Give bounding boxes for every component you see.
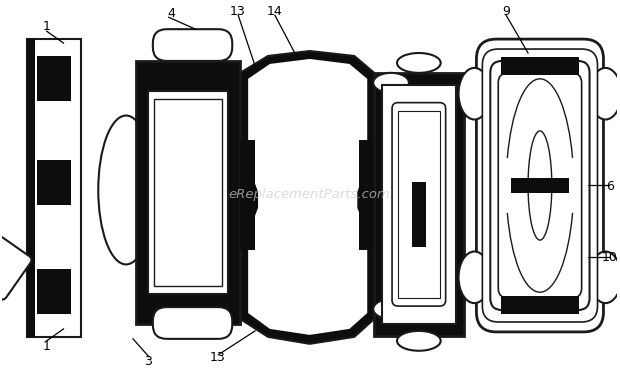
Ellipse shape <box>156 265 215 325</box>
Bar <box>382 85 456 324</box>
Ellipse shape <box>590 68 620 119</box>
Text: 14: 14 <box>267 5 283 18</box>
Ellipse shape <box>528 131 552 240</box>
FancyBboxPatch shape <box>482 49 598 322</box>
Text: eReplacementParts.com: eReplacementParts.com <box>229 189 391 201</box>
Ellipse shape <box>459 68 490 119</box>
Text: 1: 1 <box>42 340 50 353</box>
Bar <box>154 99 223 286</box>
Text: 6: 6 <box>606 180 614 192</box>
Text: 3: 3 <box>144 355 153 368</box>
Bar <box>37 56 71 101</box>
Text: 4: 4 <box>167 7 175 20</box>
Bar <box>374 73 464 336</box>
Bar <box>398 110 440 298</box>
Bar <box>37 160 71 205</box>
Bar <box>27 39 81 337</box>
Ellipse shape <box>397 331 441 351</box>
Text: 13: 13 <box>230 5 246 18</box>
Ellipse shape <box>373 299 409 319</box>
Ellipse shape <box>373 73 409 93</box>
Text: 13: 13 <box>210 351 225 364</box>
Bar <box>360 140 374 250</box>
FancyBboxPatch shape <box>490 61 590 310</box>
Ellipse shape <box>98 116 154 264</box>
Bar <box>136 61 240 324</box>
FancyBboxPatch shape <box>498 73 582 298</box>
FancyBboxPatch shape <box>476 39 603 332</box>
Text: 1: 1 <box>42 20 50 33</box>
Polygon shape <box>240 51 374 344</box>
Ellipse shape <box>459 251 490 303</box>
Polygon shape <box>248 59 367 335</box>
Bar <box>501 57 578 75</box>
Bar <box>27 39 35 337</box>
Bar <box>240 140 255 250</box>
FancyBboxPatch shape <box>0 218 32 299</box>
FancyBboxPatch shape <box>153 29 232 61</box>
Bar <box>501 296 578 314</box>
FancyBboxPatch shape <box>153 307 232 339</box>
Text: 10: 10 <box>602 251 618 264</box>
Text: 9: 9 <box>503 5 510 18</box>
Bar <box>37 269 71 314</box>
Ellipse shape <box>397 53 441 73</box>
Bar <box>511 177 569 193</box>
Bar <box>148 91 228 294</box>
Bar <box>412 182 426 247</box>
Ellipse shape <box>590 251 620 303</box>
FancyBboxPatch shape <box>392 103 446 306</box>
